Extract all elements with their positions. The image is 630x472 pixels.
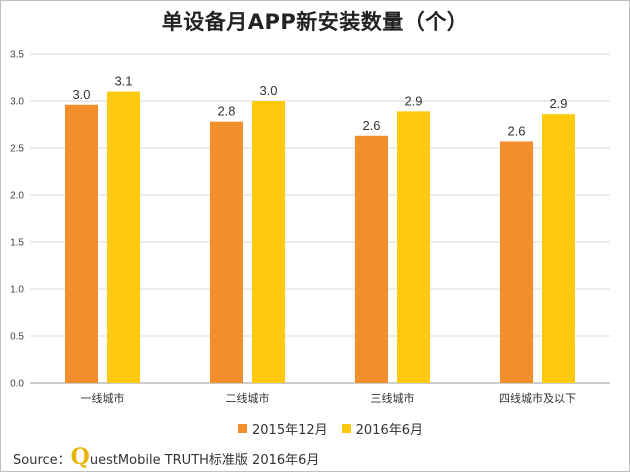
data-label: 3.1 <box>114 74 132 89</box>
source-note: Source： Q uestMobile TRUTH标准版 2016年6月 <box>13 446 319 468</box>
x-tick-label: 二线城市 <box>226 391 270 405</box>
bar <box>542 114 575 383</box>
chart-title: 单设备月APP新安装数量（个） <box>161 10 469 34</box>
questmobile-logo-initial: Q <box>70 444 90 470</box>
bar <box>355 135 388 383</box>
bar <box>210 121 243 384</box>
y-tick-label: 1.5 <box>10 238 24 249</box>
y-tick-label: 2.5 <box>10 144 24 155</box>
legend: 2015年12月 2016年6月 <box>238 419 437 438</box>
data-label: 3.0 <box>72 87 90 102</box>
y-tick-label: 0.0 <box>10 379 24 390</box>
legend-label-2015-12: 2015年12月 <box>252 422 328 438</box>
legend-label-2016-06: 2016年6月 <box>355 422 423 438</box>
legend-item-2015-12: 2015年12月 <box>238 419 328 438</box>
bar <box>252 101 285 383</box>
legend-item-2016-06: 2016年6月 <box>341 419 423 438</box>
y-tick-label: 1.0 <box>10 285 24 296</box>
data-label: 2.9 <box>404 93 422 108</box>
bar <box>500 141 533 383</box>
x-tick-label: 一线城市 <box>81 391 125 405</box>
y-tick-label: 3.5 <box>10 50 24 61</box>
x-tick-label: 三线城市 <box>371 391 415 405</box>
source-text: uestMobile TRUTH标准版 2016年6月 <box>89 453 320 468</box>
bar <box>397 111 430 383</box>
data-label: 2.9 <box>549 96 567 111</box>
legend-swatch-2015-12 <box>238 423 247 433</box>
y-tick-label: 2.0 <box>10 191 24 202</box>
y-tick-label: 3.0 <box>10 97 24 108</box>
source-prefix: Source： <box>13 453 71 468</box>
data-label: 2.6 <box>507 123 525 138</box>
legend-swatch-2016-06 <box>341 423 351 433</box>
data-label: 2.6 <box>362 118 380 133</box>
bar <box>107 91 140 383</box>
data-label: 2.8 <box>217 104 235 119</box>
x-tick-label: 四线城市及以下 <box>499 391 576 405</box>
y-tick-label: 0.5 <box>10 332 24 343</box>
data-label: 3.0 <box>259 83 277 98</box>
bar <box>65 104 98 383</box>
